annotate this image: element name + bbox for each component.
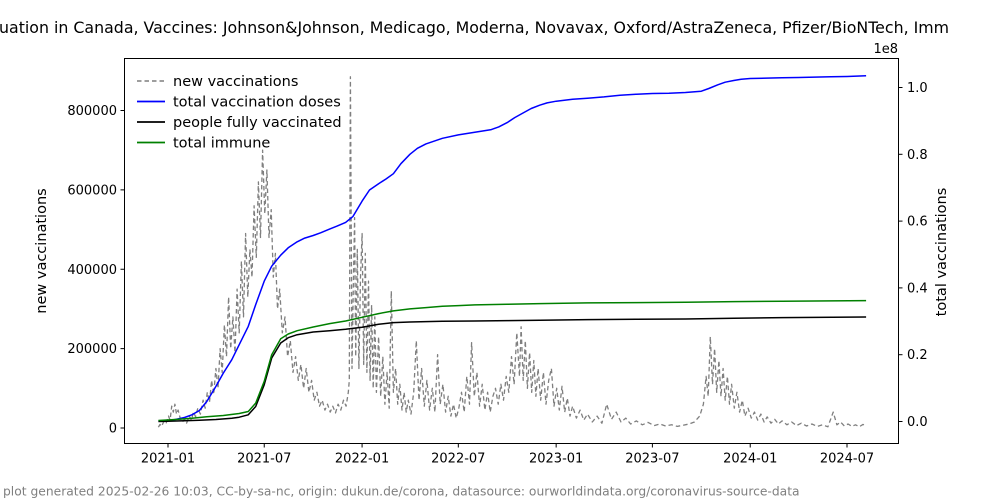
plot-series <box>157 75 867 428</box>
y-left-tick-label: 0 <box>109 422 117 437</box>
legend: new vaccinations total vaccination doses… <box>137 74 342 152</box>
y-right-tick-label: 0.4 <box>907 281 928 296</box>
y-axis-label-left: new vaccinations <box>34 188 50 313</box>
y-left-tick-label: 800000 <box>67 104 117 119</box>
series-line-people-fully-vaccinated <box>158 316 867 423</box>
y-axis-label-right: total vaccinations <box>934 188 950 317</box>
legend-label-new-vaccinations: new vaccinations <box>173 74 298 90</box>
y-left-tick-label: 200000 <box>67 342 117 357</box>
y-right-tick-label: 0.0 <box>907 415 928 430</box>
x-tick-label: 2024-07 <box>820 452 874 467</box>
plot-frame <box>124 58 899 444</box>
y-right-tick-label: 0.2 <box>907 348 928 363</box>
right-axis-offset-label: 1e8 <box>873 42 898 57</box>
y-left-tick-label: 400000 <box>67 263 117 278</box>
x-tick-label: 2023-07 <box>625 452 679 467</box>
series-line-total-vaccination-doses <box>158 75 867 422</box>
y-right-tick-label: 0.8 <box>907 148 928 163</box>
y-right-tick-label: 1.0 <box>907 81 928 96</box>
y-right-tick-label: 0.6 <box>907 215 928 230</box>
footer-note: plot generated 2025-02-26 10:03, CC-by-s… <box>3 485 800 499</box>
legend-label-total-immune: total immune <box>173 136 270 152</box>
legend-label-total-vaccination-doses: total vaccination doses <box>173 95 341 111</box>
axis-ticks: 2021-01 2021-07 2022-01 2022-07 2023-01 2023-… <box>67 81 927 467</box>
chart-title: uation in Canada, Vaccines: Johnson&John… <box>0 18 949 37</box>
x-tick-label: 2022-07 <box>431 452 485 467</box>
series-line-total-immune <box>158 299 867 422</box>
y-left-tick-label: 600000 <box>67 183 117 198</box>
x-tick-label: 2021-07 <box>237 452 291 467</box>
x-tick-label: 2021-01 <box>141 452 195 467</box>
x-tick-label: 2024-01 <box>723 452 777 467</box>
x-tick-label: 2022-01 <box>335 452 389 467</box>
x-tick-label: 2023-01 <box>529 452 583 467</box>
legend-label-people-fully-vaccinated: people fully vaccinated <box>173 115 342 131</box>
